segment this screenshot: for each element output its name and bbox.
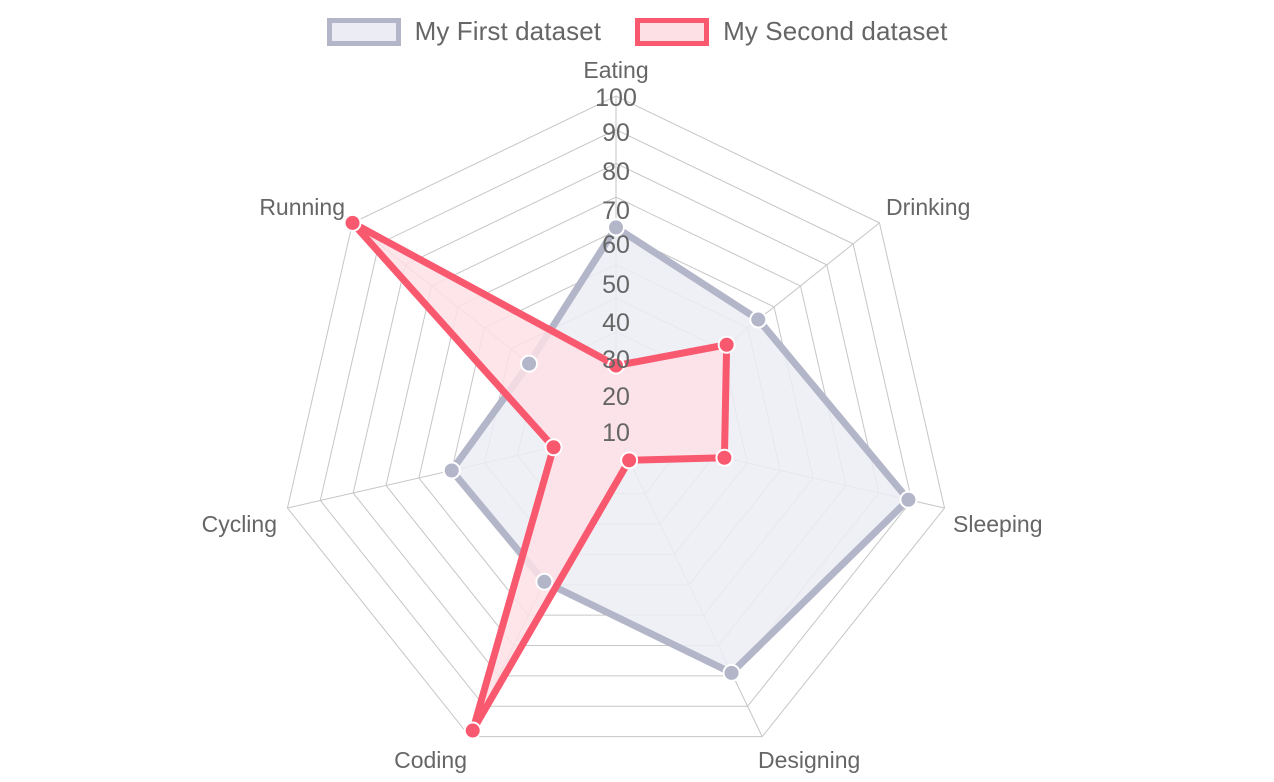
- tick-label-50: 50: [602, 271, 630, 299]
- grid-ring-80: [352, 162, 880, 677]
- axis-label-running: Running: [259, 194, 345, 220]
- tick-label-60: 60: [602, 231, 630, 259]
- tick-label-10: 10: [602, 419, 630, 447]
- grid-ring-90: [319, 129, 913, 707]
- radial-tick-labels: 100 90 80 70 60 50 40 30 20 10: [595, 84, 637, 447]
- data-point-1-drinking[interactable]: [717, 335, 736, 354]
- legend-item-my-second-dataset[interactable]: My Second dataset: [635, 16, 947, 47]
- data-point-0-cycling[interactable]: [442, 461, 461, 480]
- category-axis-labels: Eating Drinking Sleeping Designing Coding Cyc…: [202, 57, 1043, 773]
- chart-legend: My First dataset My Second dataset: [0, 16, 1274, 47]
- grid-ring-100: [286, 95, 946, 738]
- data-point-0-drinking[interactable]: [749, 310, 768, 329]
- axis-label-coding: Coding: [394, 747, 467, 773]
- data-point-1-cycling[interactable]: [544, 438, 563, 457]
- tick-label-100: 100: [595, 84, 637, 112]
- legend-swatch-my-first-dataset: [326, 17, 401, 46]
- data-point-1-sleeping[interactable]: [715, 448, 734, 467]
- axis-label-drinking: Drinking: [886, 194, 970, 220]
- series-points: [343, 213, 918, 740]
- data-point-0-sleeping[interactable]: [899, 490, 918, 509]
- legend-item-my-first-dataset[interactable]: My First dataset: [326, 16, 602, 47]
- tick-label-70: 70: [602, 197, 630, 225]
- tick-label-80: 80: [602, 158, 630, 186]
- tick-label-40: 40: [602, 309, 630, 337]
- data-point-0-designing[interactable]: [722, 663, 741, 682]
- data-point-0-eating[interactable]: [607, 218, 625, 237]
- tick-label-90: 90: [602, 119, 630, 147]
- data-point-1-coding[interactable]: [463, 721, 482, 740]
- tick-label-20: 20: [602, 383, 630, 411]
- legend-swatch-my-second-dataset: [635, 17, 710, 46]
- data-point-0-coding[interactable]: [535, 572, 554, 591]
- series-area-1: [349, 219, 731, 735]
- legend-label-my-second-dataset: My Second dataset: [723, 16, 948, 46]
- axis-label-sleeping: Sleeping: [953, 511, 1043, 537]
- data-point-0-running[interactable]: [520, 354, 539, 373]
- series-areas: [349, 219, 912, 735]
- data-point-1-eating[interactable]: [607, 356, 625, 375]
- data-point-1-running[interactable]: [343, 213, 362, 232]
- data-point-1-designing[interactable]: [620, 451, 639, 470]
- tick-label-30: 30: [602, 346, 630, 374]
- axis-label-designing: Designing: [758, 747, 860, 773]
- legend-label-my-first-dataset: My First dataset: [414, 16, 602, 46]
- axis-label-eating: Eating: [583, 57, 648, 83]
- grid-ring-70: [385, 196, 847, 647]
- axis-label-cycling: Cycling: [202, 511, 277, 537]
